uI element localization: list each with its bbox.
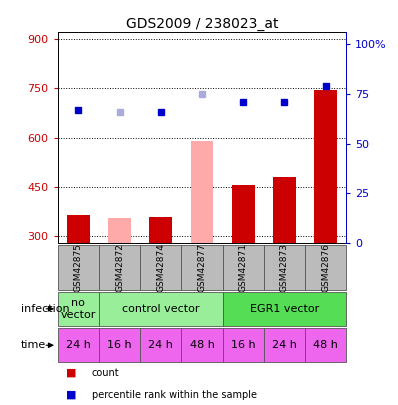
Bar: [305, 245, 346, 290]
Text: percentile rank within the sample: percentile rank within the sample: [92, 390, 257, 400]
Title: GDS2009 / 238023_at: GDS2009 / 238023_at: [126, 17, 278, 31]
Bar: [222, 245, 264, 290]
Text: GSM42875: GSM42875: [74, 243, 83, 292]
Text: control vector: control vector: [122, 304, 199, 314]
Text: 48 h: 48 h: [313, 340, 338, 350]
Bar: [67, 215, 90, 243]
Bar: [222, 292, 346, 326]
Bar: [314, 90, 337, 243]
Text: GSM42872: GSM42872: [115, 243, 124, 292]
Bar: [140, 328, 181, 362]
Bar: [140, 245, 181, 290]
Bar: [181, 245, 222, 290]
Bar: [264, 245, 305, 290]
Bar: [273, 177, 296, 243]
Bar: [232, 185, 255, 243]
Text: time: time: [21, 340, 46, 350]
Bar: [222, 328, 264, 362]
Bar: [108, 218, 131, 243]
Bar: [149, 217, 172, 243]
Text: 24 h: 24 h: [148, 340, 173, 350]
Text: no
vector: no vector: [60, 298, 96, 320]
Text: GSM42874: GSM42874: [156, 243, 165, 292]
Text: 16 h: 16 h: [107, 340, 132, 350]
Text: 48 h: 48 h: [189, 340, 215, 350]
Text: EGR1 vector: EGR1 vector: [250, 304, 319, 314]
Bar: [305, 328, 346, 362]
Bar: [99, 328, 140, 362]
Text: infection: infection: [21, 304, 69, 314]
Bar: [58, 328, 99, 362]
Text: GSM42877: GSM42877: [197, 243, 207, 292]
Text: count: count: [92, 368, 119, 377]
Text: GSM42873: GSM42873: [280, 243, 289, 292]
Bar: [58, 245, 99, 290]
Bar: [181, 328, 222, 362]
Text: GSM42876: GSM42876: [321, 243, 330, 292]
Bar: [99, 245, 140, 290]
Bar: [191, 141, 213, 243]
Text: ■: ■: [66, 390, 76, 400]
Bar: [264, 328, 305, 362]
Text: 24 h: 24 h: [272, 340, 297, 350]
Text: 24 h: 24 h: [66, 340, 91, 350]
Bar: [99, 292, 222, 326]
Text: GSM42871: GSM42871: [239, 243, 248, 292]
Text: 16 h: 16 h: [231, 340, 256, 350]
Text: ■: ■: [66, 368, 76, 377]
Bar: [58, 292, 99, 326]
